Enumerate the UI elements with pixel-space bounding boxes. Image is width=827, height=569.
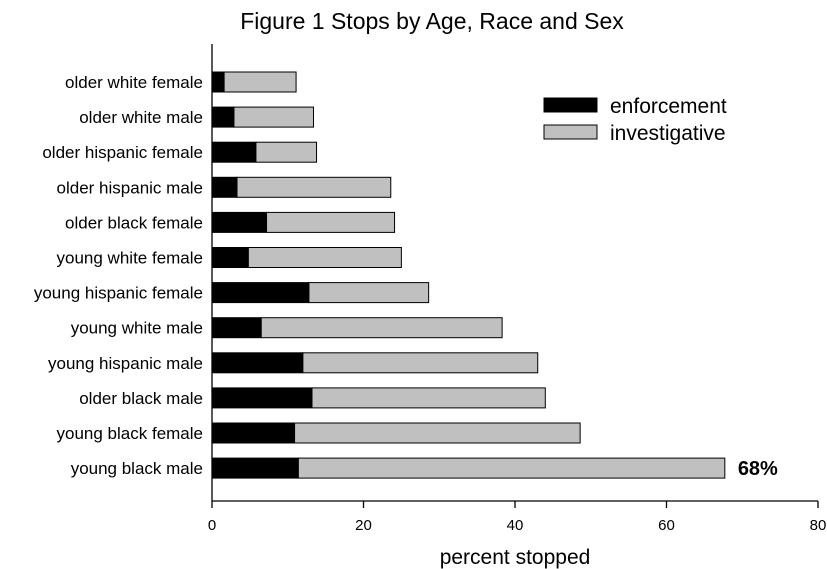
- category-label-young-white-male: young white male: [71, 319, 203, 338]
- x-tick-label-80: 80: [810, 517, 827, 534]
- bar-enforcement-older-black-female: [211, 211, 268, 233]
- category-label-older-hispanic-male: older hispanic male: [57, 178, 203, 197]
- x-tick-label-40: 40: [507, 517, 524, 534]
- category-labels: older white female older white male older …: [34, 73, 203, 478]
- category-label-older-black-male: older black male: [79, 389, 203, 408]
- bar-enforcement-older-white-female: [211, 71, 225, 93]
- x-axis-ticks: 0 20 40 60 80: [208, 501, 827, 534]
- category-label-young-hispanic-female: young hispanic female: [34, 284, 203, 303]
- bar-enforcement-young-white-female: [211, 247, 249, 268]
- category-label-older-white-female: older white female: [65, 73, 203, 92]
- bar-investigative-young-hispanic-male: [302, 352, 539, 374]
- legend: enforcement investigative: [543, 95, 727, 145]
- category-label-young-white-female: young white female: [57, 249, 203, 268]
- bar-investigative-older-black-female: [266, 211, 396, 233]
- bar-investigative-older-white-female: [223, 71, 297, 93]
- bar-investigative-older-hispanic-female: [255, 141, 318, 163]
- bars-group: [211, 71, 726, 479]
- bar-investigative-young-black-male: [297, 457, 726, 479]
- x-tick-label-20: 20: [355, 517, 372, 534]
- bar-enforcement-young-black-female: [211, 422, 296, 444]
- x-tick-label-60: 60: [658, 517, 675, 534]
- bar-investigative-young-white-male: [260, 317, 503, 339]
- x-tick-label-0: 0: [208, 517, 216, 534]
- bar-enforcement-older-hispanic-female: [211, 141, 257, 163]
- category-label-older-hispanic-female: older hispanic female: [42, 143, 203, 162]
- annotation-68-percent: 68%: [738, 458, 778, 480]
- bar-investigative-young-white-female: [247, 247, 402, 268]
- legend-label-investigative: investigative: [610, 122, 726, 145]
- bar-investigative-older-hispanic-male: [236, 176, 392, 198]
- bar-investigative-young-hispanic-female: [308, 282, 430, 304]
- bar-enforcement-young-hispanic-male: [211, 352, 304, 374]
- chart-title: Figure 1 Stops by Age, Race and Sex: [240, 8, 624, 34]
- bar-investigative-older-white-male: [233, 106, 315, 128]
- category-label-older-black-female: older black female: [65, 213, 203, 232]
- category-label-young-black-female: young black female: [57, 424, 203, 443]
- bar-enforcement-young-white-male: [211, 317, 262, 339]
- bar-investigative-young-black-female: [294, 422, 581, 444]
- legend-label-enforcement: enforcement: [610, 95, 727, 118]
- bar-investigative-older-black-male: [311, 387, 546, 409]
- bar-enforcement-young-hispanic-female: [211, 282, 310, 304]
- legend-swatch-investigative: [543, 124, 598, 140]
- category-label-young-black-male: young black male: [71, 459, 203, 478]
- bar-enforcement-older-hispanic-male: [211, 176, 238, 198]
- category-label-young-hispanic-male: young hispanic male: [48, 354, 203, 373]
- category-label-older-white-male: older white male: [79, 108, 203, 127]
- bar-enforcement-young-black-male: [211, 457, 299, 479]
- bar-enforcement-older-black-male: [211, 387, 313, 409]
- bar-enforcement-older-white-male: [211, 106, 235, 128]
- x-axis-title: percent stopped: [440, 546, 591, 569]
- legend-swatch-enforcement: [543, 97, 598, 113]
